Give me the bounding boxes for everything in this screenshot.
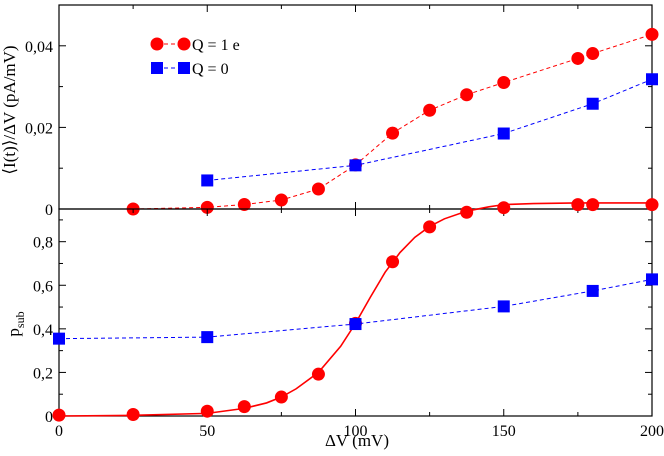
bottom-data-point [571, 198, 585, 212]
top-data-point [311, 182, 325, 196]
bottom-plot-frame [58, 208, 653, 417]
top-data-point [349, 159, 362, 172]
bottom-y-axis-label-sub: sub [13, 311, 27, 328]
top-data-point [497, 76, 511, 90]
top-data-point [586, 47, 600, 61]
bottom-fit-curve [58, 202, 652, 417]
bottom-data-point [311, 367, 325, 381]
top-data-point [571, 51, 585, 65]
bottom-series-q1 [52, 198, 659, 422]
x-tick-label: 150 [492, 423, 516, 440]
bottom-y-tick-label: 0,8 [33, 235, 53, 252]
x-axis-label: ΔV (mV) [325, 431, 389, 450]
bottom-data-point [237, 400, 251, 414]
top-y-tick-label: 0,02 [25, 120, 53, 137]
top-data-point [646, 73, 658, 86]
bottom-data-point [460, 205, 474, 219]
bottom-data-point [586, 284, 599, 297]
bottom-data-point [200, 404, 214, 418]
top-data-point [274, 193, 288, 207]
top-series-line [207, 78, 653, 181]
legend-label-q1: Q = 1 e [192, 37, 240, 54]
bottom-y-axis-label: psub [4, 311, 27, 336]
bottom-data-point [645, 198, 659, 212]
bottom-data-point [586, 198, 600, 212]
bottom-data-point [646, 273, 658, 286]
bottom-data-point [349, 318, 362, 331]
legend-marker-q0-end [178, 62, 190, 74]
bottom-data-point [497, 201, 511, 215]
bottom-data-point [274, 390, 288, 404]
x-tick-label: 200 [640, 423, 664, 440]
bottom-panel: 0 0,2 0,4 0,6 0,8 0 50 100 150 200 [33, 198, 664, 440]
legend-marker-q1-end [177, 37, 191, 51]
top-data-point [201, 174, 214, 187]
bottom-series-q0 [53, 273, 658, 345]
top-data-point [460, 88, 474, 102]
legend-marker-q1 [150, 37, 164, 51]
bottom-data-point [386, 255, 400, 269]
bottom-data-point [423, 220, 437, 234]
top-data-point [237, 198, 251, 212]
bottom-data-point [53, 332, 65, 345]
bottom-y-tick-label: 0 [45, 409, 53, 426]
bottom-series-line [58, 278, 653, 340]
top-y-axis-label: ⟨I(t)⟩/ΔV (pA/mV) [0, 45, 19, 174]
top-data-point [645, 27, 659, 41]
top-data-point [423, 103, 437, 117]
bottom-y-axis-label-main: p [4, 328, 23, 337]
top-series-q0 [201, 73, 658, 187]
top-panel: 0 0,02 0,04 [25, 4, 659, 219]
bottom-data-point [201, 331, 214, 344]
bottom-data-point [52, 408, 66, 422]
bottom-y-tick-label: 0,4 [33, 322, 53, 339]
x-tick-label: 0 [55, 423, 63, 440]
bottom-y-tick-label: 0,2 [33, 365, 53, 382]
top-y-tick-label: 0 [45, 202, 53, 219]
top-data-point [200, 200, 214, 214]
legend-label-q0: Q = 0 [192, 61, 229, 78]
top-data-point [497, 127, 510, 140]
x-tick-label: 100 [344, 423, 368, 440]
bottom-y-tick-label: 0,6 [33, 278, 53, 295]
bottom-data-point [126, 407, 140, 421]
legend-marker-q0 [151, 62, 163, 74]
top-y-tick-label: 0,04 [25, 39, 53, 56]
top-data-point [386, 126, 400, 140]
x-tick-label: 50 [199, 423, 215, 440]
legend: Q = 1 e Q = 0 [142, 30, 250, 80]
bottom-data-point [497, 300, 510, 313]
top-data-point [586, 97, 599, 110]
